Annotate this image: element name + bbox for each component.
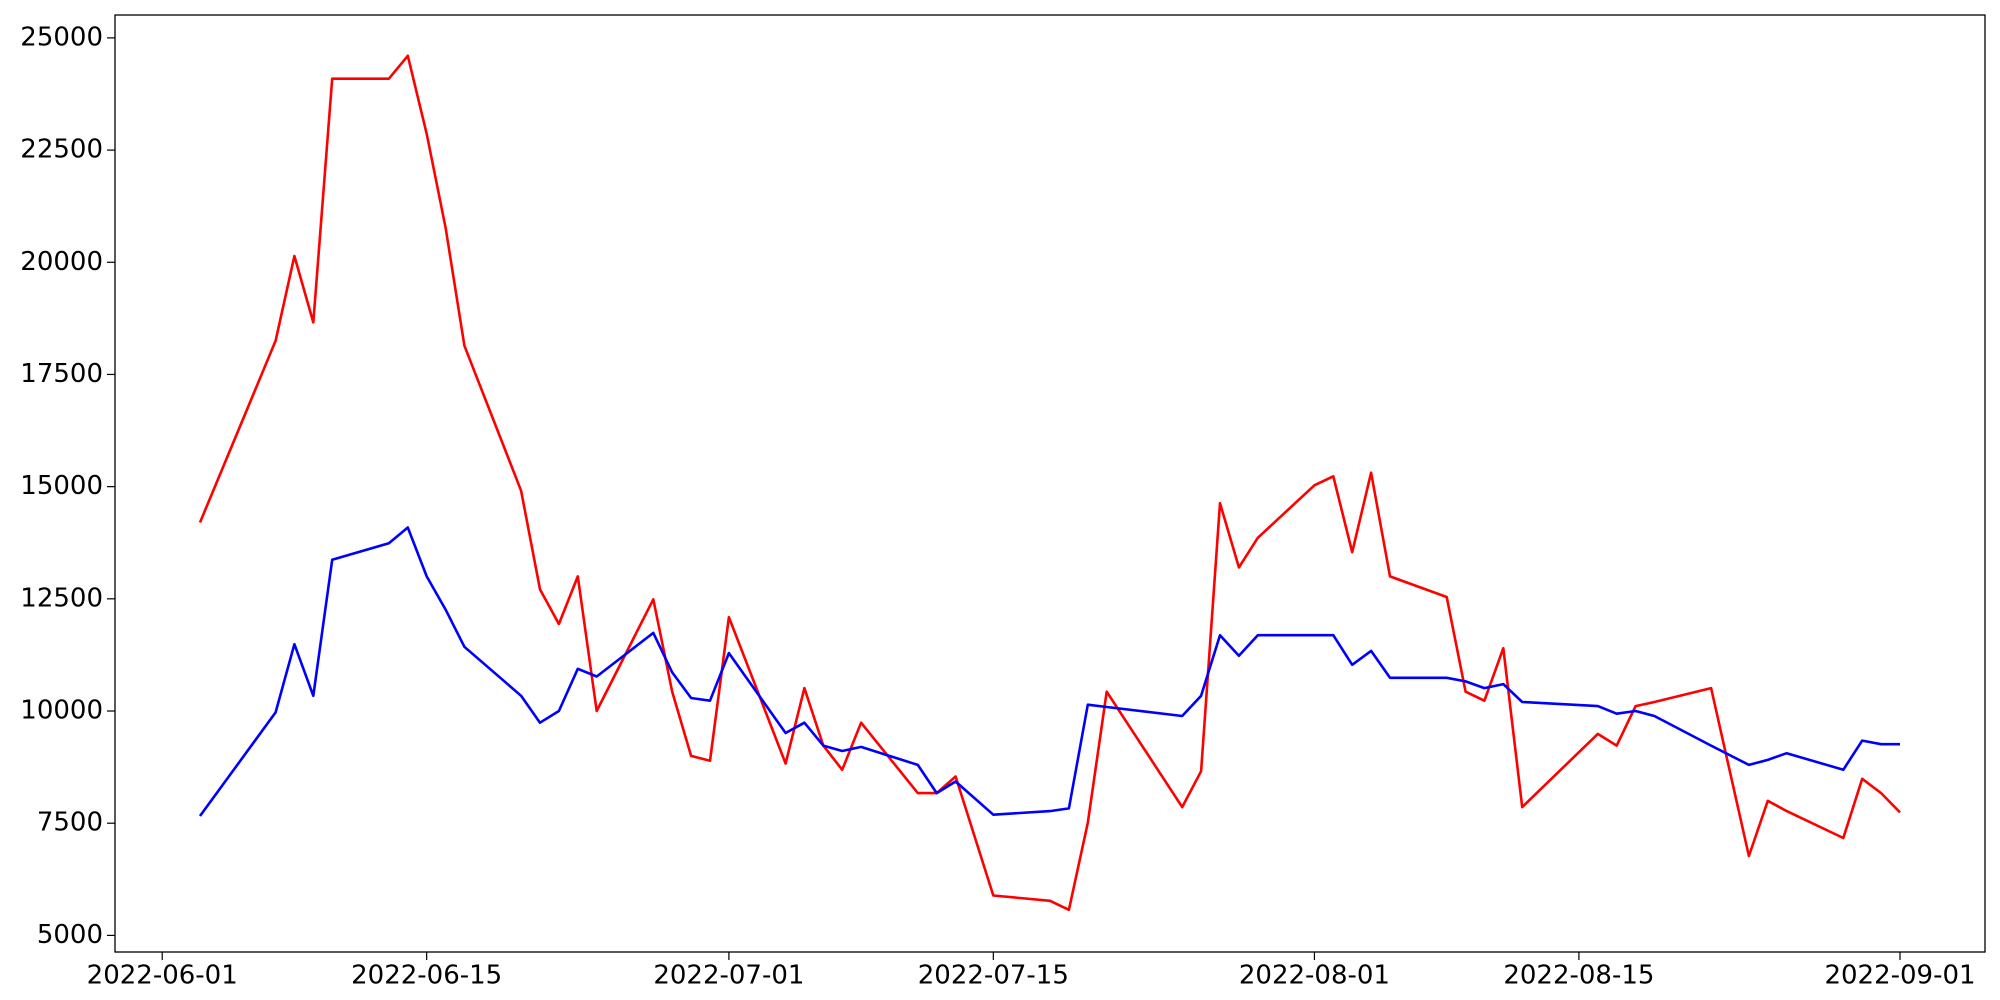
y-tick-label: 15000 <box>20 471 103 501</box>
plot-frame <box>114 14 1986 953</box>
y-tick-label: 10000 <box>20 696 103 726</box>
y-tick-label: 12500 <box>20 583 103 613</box>
x-tick-label: 2022-06-15 <box>351 961 502 991</box>
y-tick-label: 7500 <box>37 808 103 838</box>
y-tick-label: 5000 <box>37 920 103 950</box>
x-tick-label: 2022-06-01 <box>87 961 238 991</box>
x-tick-label: 2022-07-01 <box>653 961 804 991</box>
x-tick-label: 2022-07-15 <box>918 961 1069 991</box>
y-tick-label: 20000 <box>20 247 103 277</box>
x-tick-label: 2022-08-15 <box>1503 961 1654 991</box>
x-tick-label: 2022-09-01 <box>1824 961 1975 991</box>
x-tick-label: 2022-08-01 <box>1239 961 1390 991</box>
y-tick-label: 17500 <box>20 359 103 389</box>
line-series <box>198 54 1901 912</box>
line-series <box>198 526 1900 817</box>
y-tick-label: 22500 <box>20 135 103 165</box>
y-tick-label: 25000 <box>20 22 103 52</box>
